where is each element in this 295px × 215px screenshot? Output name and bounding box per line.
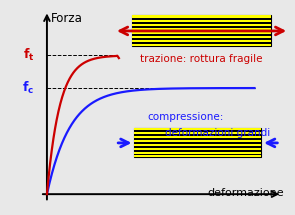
Text: $\mathbf{f_c}$: $\mathbf{f_c}$ <box>22 80 34 96</box>
Bar <box>134 136 261 138</box>
Bar <box>134 144 261 146</box>
Text: trazione: rottura fragile: trazione: rottura fragile <box>140 54 263 64</box>
Bar <box>134 148 261 150</box>
Bar <box>132 28 271 30</box>
Text: deformazione: deformazione <box>207 188 284 198</box>
Bar <box>132 32 271 34</box>
Bar <box>134 152 261 154</box>
Bar <box>134 128 261 157</box>
Text: Forza: Forza <box>51 12 83 25</box>
Bar <box>134 155 261 157</box>
Bar <box>132 15 271 46</box>
Bar <box>134 132 261 134</box>
Bar <box>132 44 271 46</box>
Bar <box>132 36 271 38</box>
Bar <box>134 140 261 142</box>
Text: deformazioni grandi: deformazioni grandi <box>165 128 270 138</box>
Bar <box>132 20 271 22</box>
Bar <box>132 15 271 17</box>
Text: $\mathbf{f_t}$: $\mathbf{f_t}$ <box>23 47 34 63</box>
Bar <box>132 40 271 42</box>
Text: compressione:: compressione: <box>147 112 223 122</box>
Bar <box>132 24 271 26</box>
Bar <box>134 128 261 130</box>
